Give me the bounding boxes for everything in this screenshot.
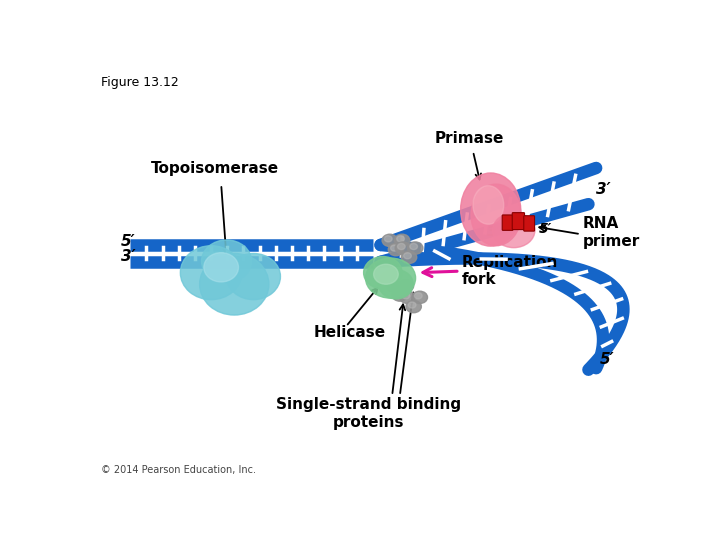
Text: RNA
primer: RNA primer: [583, 217, 640, 249]
Ellipse shape: [397, 236, 405, 242]
Ellipse shape: [204, 253, 238, 282]
Ellipse shape: [388, 281, 396, 287]
Ellipse shape: [390, 245, 398, 251]
Ellipse shape: [199, 253, 269, 315]
Ellipse shape: [395, 291, 402, 296]
FancyBboxPatch shape: [523, 215, 534, 231]
Ellipse shape: [395, 242, 410, 254]
Ellipse shape: [388, 244, 404, 256]
Ellipse shape: [401, 251, 417, 264]
Text: Primase: Primase: [434, 131, 504, 146]
Ellipse shape: [415, 293, 422, 299]
Ellipse shape: [408, 242, 423, 254]
Text: 5′: 5′: [121, 234, 135, 249]
Ellipse shape: [397, 244, 405, 249]
Ellipse shape: [374, 264, 398, 284]
Ellipse shape: [395, 234, 410, 247]
Ellipse shape: [227, 253, 281, 300]
Text: 3′: 3′: [121, 249, 135, 264]
Text: 3′: 3′: [487, 225, 500, 239]
Ellipse shape: [461, 173, 521, 246]
FancyBboxPatch shape: [512, 213, 525, 230]
Ellipse shape: [402, 293, 410, 299]
Ellipse shape: [412, 291, 428, 303]
Ellipse shape: [366, 258, 415, 298]
Ellipse shape: [406, 300, 421, 313]
Ellipse shape: [471, 184, 521, 246]
Text: 5′: 5′: [600, 352, 615, 367]
Ellipse shape: [398, 280, 414, 292]
Ellipse shape: [379, 269, 413, 299]
Text: 3′: 3′: [596, 182, 611, 197]
Text: 5′: 5′: [539, 221, 552, 235]
Ellipse shape: [404, 253, 411, 259]
Ellipse shape: [392, 289, 408, 301]
Ellipse shape: [410, 244, 418, 249]
Ellipse shape: [408, 302, 416, 308]
Text: Replication
fork: Replication fork: [462, 255, 558, 287]
Ellipse shape: [473, 186, 504, 224]
Ellipse shape: [384, 236, 392, 242]
Text: © 2014 Pearson Education, Inc.: © 2014 Pearson Education, Inc.: [101, 465, 256, 475]
Ellipse shape: [400, 281, 408, 287]
Ellipse shape: [180, 246, 242, 300]
FancyBboxPatch shape: [503, 215, 513, 231]
Ellipse shape: [202, 240, 251, 282]
Ellipse shape: [386, 280, 401, 292]
Ellipse shape: [382, 234, 397, 247]
Ellipse shape: [400, 291, 415, 303]
Text: Single-strand binding
proteins: Single-strand binding proteins: [276, 397, 462, 430]
Text: Helicase: Helicase: [314, 325, 386, 340]
Ellipse shape: [492, 213, 535, 248]
Text: Figure 13.12: Figure 13.12: [101, 76, 179, 89]
Ellipse shape: [364, 256, 402, 289]
Text: Topoisomerase: Topoisomerase: [151, 161, 279, 177]
